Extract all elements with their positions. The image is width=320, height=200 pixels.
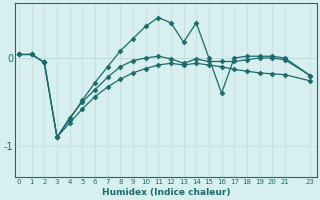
X-axis label: Humidex (Indice chaleur): Humidex (Indice chaleur)	[102, 188, 230, 197]
